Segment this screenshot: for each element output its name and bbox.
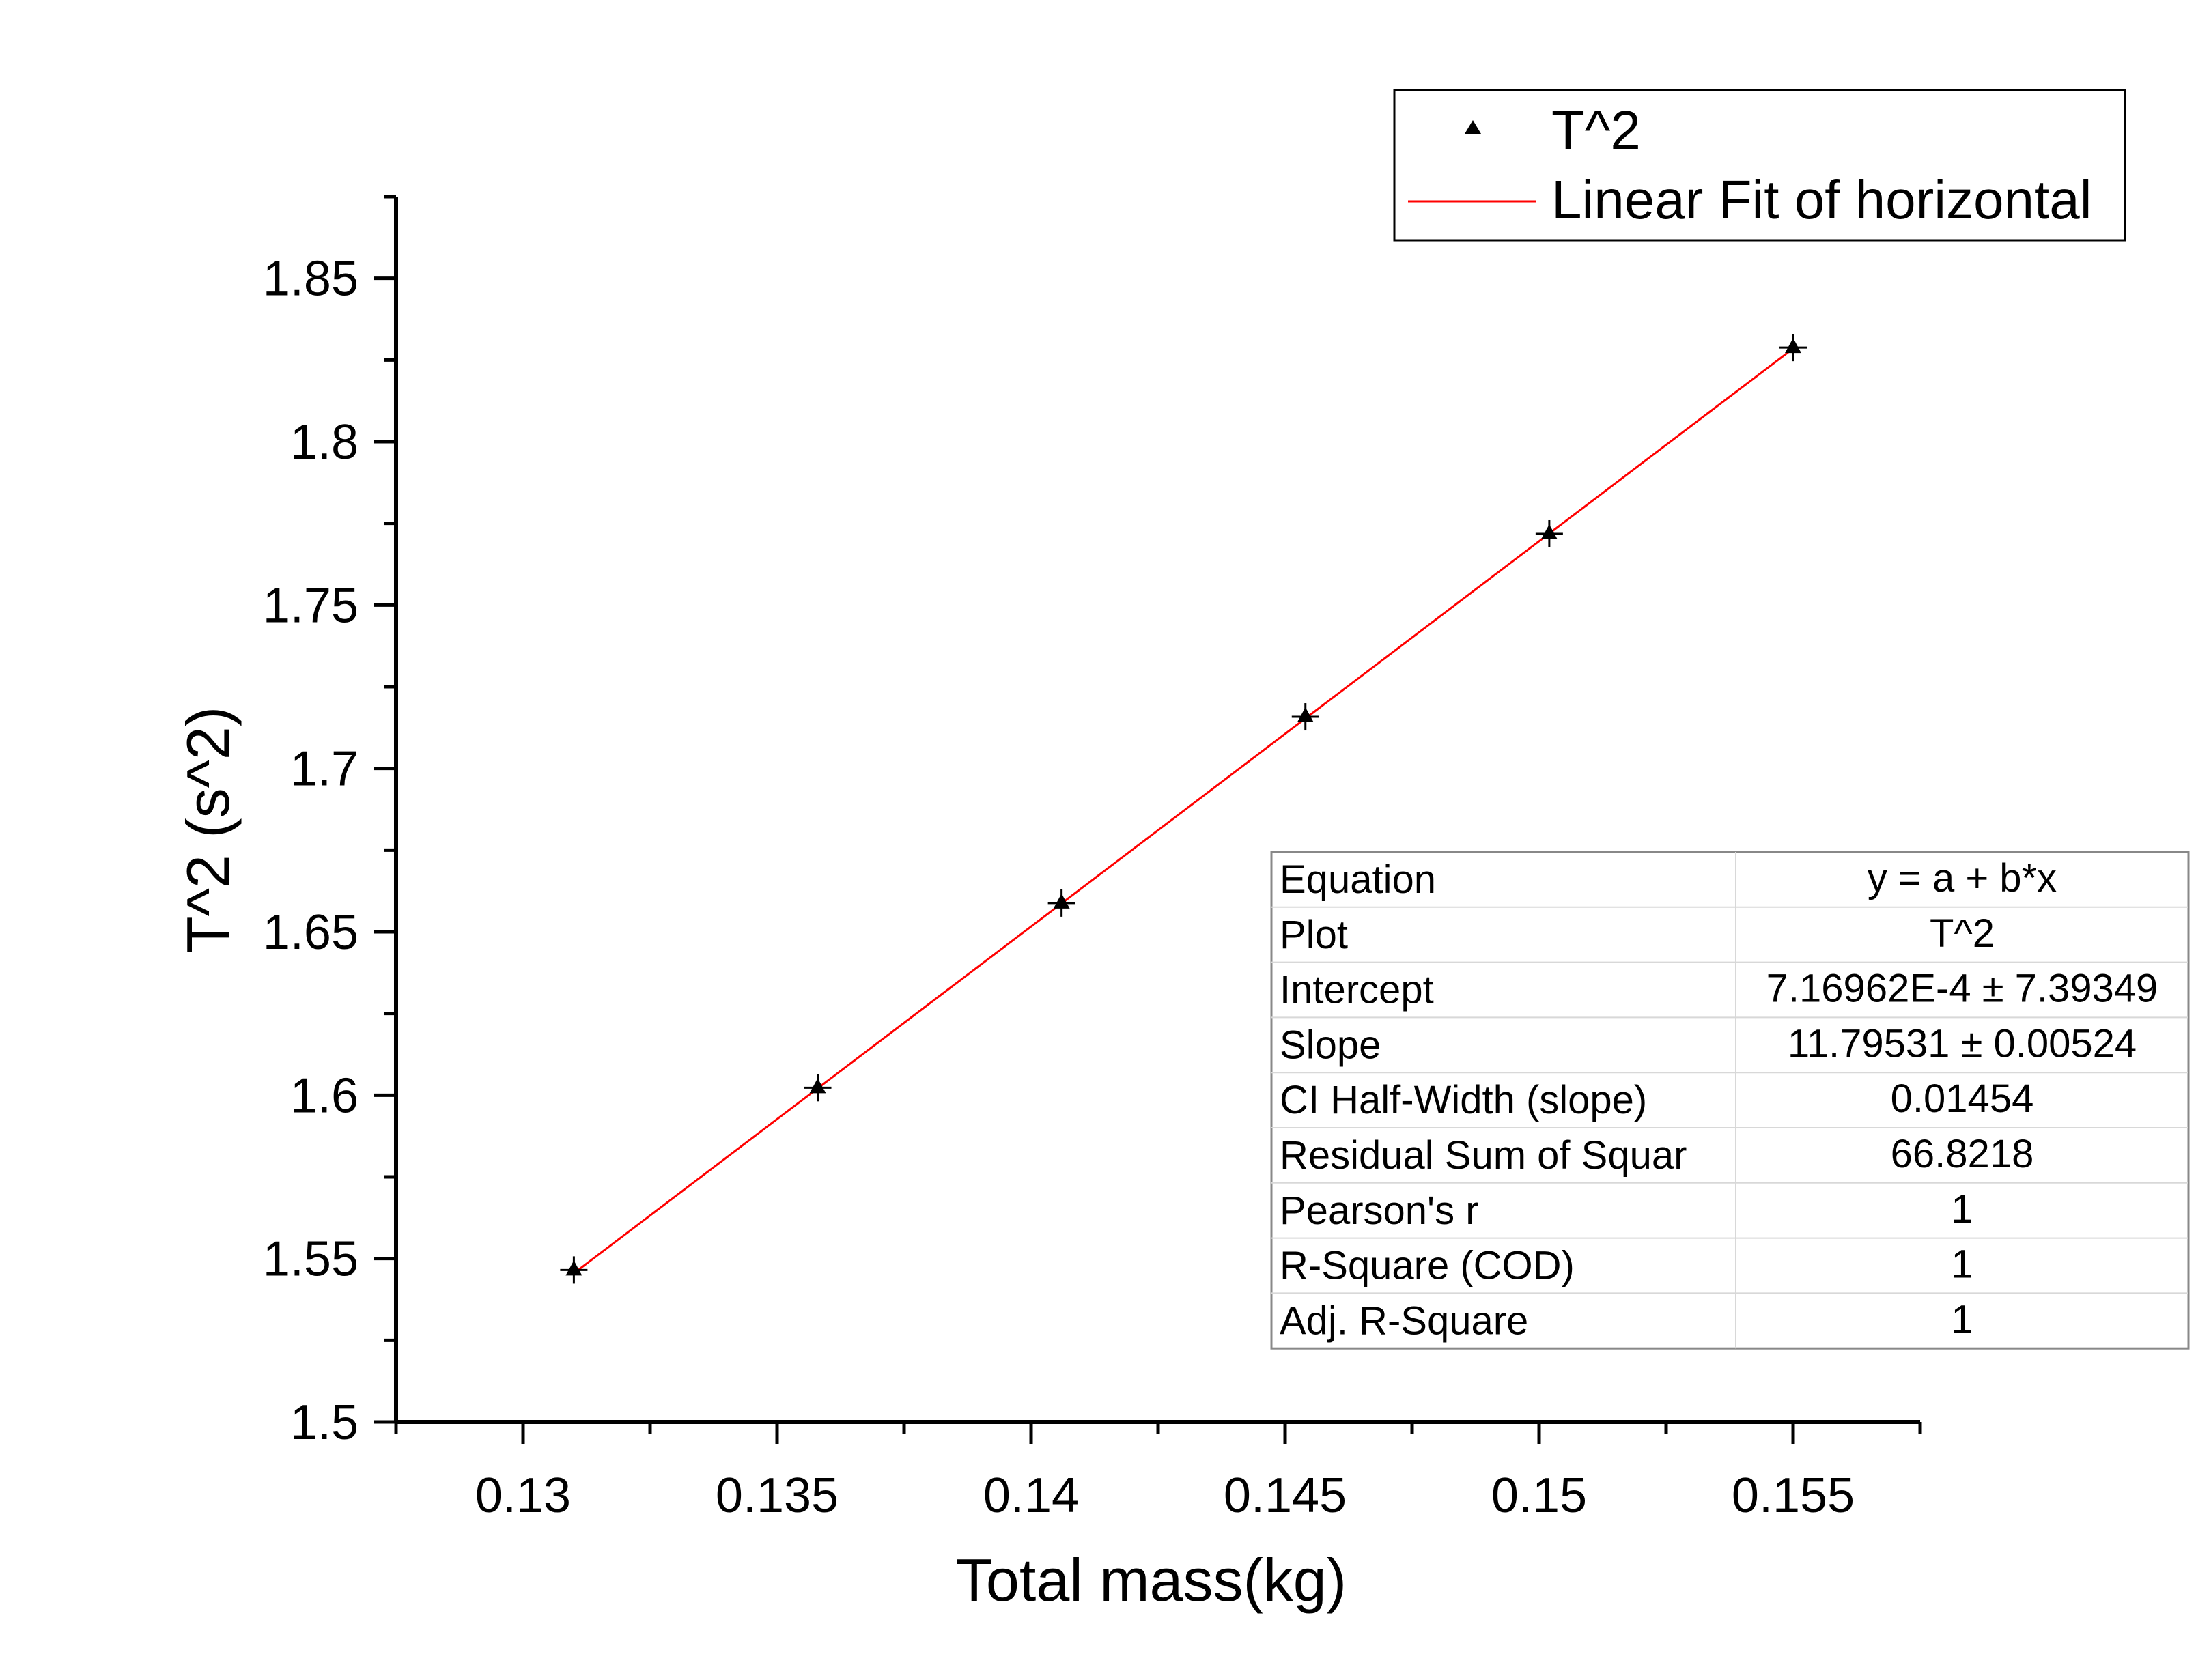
fit-table-row: Intercept 7.16962E-4 ± 7.39349 [1271, 961, 2188, 1012]
fit-table-label: Plot [1280, 913, 1348, 957]
fit-table-value: 11.79531 ± 0.00524 [1788, 1021, 2137, 1066]
fit-table-row: Plot T^2 [1271, 906, 2188, 957]
fit-table-label: Intercept [1280, 968, 1434, 1012]
y-tick-label: 1.75 [263, 578, 358, 633]
fit-table-value: 66.8218 [1891, 1132, 2034, 1176]
data-point [1291, 703, 1319, 731]
x-tick-label: 0.13 [475, 1468, 571, 1523]
fit-table-row: CI Half-Width (slope) 0.01454 [1271, 1072, 2188, 1122]
legend-box [1393, 89, 2126, 242]
fit-table-row: Pearson's r 1 [1271, 1182, 2188, 1233]
fit-table-label: Pearson's r [1280, 1188, 1479, 1233]
x-tick-label: 0.135 [716, 1468, 839, 1523]
data-point [804, 1074, 832, 1102]
fit-table-row: Residual Sum of Squar 66.8218 [1271, 1127, 2188, 1178]
y-tick-label: 1.85 [263, 252, 358, 307]
data-point [560, 1256, 588, 1284]
fit-table-row: Adj. R-Square 1 [1271, 1292, 2188, 1343]
x-axis-title: Total mass(kg) [956, 1546, 1347, 1614]
fit-table-row: R-Square (COD) 1 [1271, 1237, 2188, 1288]
y-tick-label: 1.7 [290, 742, 358, 797]
x-tick-label: 0.145 [1224, 1468, 1347, 1523]
y-tick-label: 1.6 [290, 1068, 358, 1123]
fit-stats-table: Equation y = a + b*x Plot T^2 Intercept 7.169… [1270, 851, 2190, 1350]
x-tick-label: 0.14 [983, 1468, 1079, 1523]
fit-table-label: Adj. R-Square [1280, 1298, 1528, 1343]
legend-marker-triangle [1465, 120, 1481, 134]
fit-table-label: R-Square (COD) [1280, 1244, 1575, 1288]
legend-label-scatter: T^2 [1551, 100, 1641, 160]
y-axis-title: T^2 (s^2) [174, 707, 242, 953]
legend: T^2 Linear Fit of horizontal [1393, 89, 2126, 242]
fit-table-row: Slope 11.79531 ± 0.00524 [1271, 1016, 2188, 1067]
fit-table-label: Equation [1280, 857, 1436, 902]
fit-table-row: Equation y = a + b*x [1280, 856, 2057, 902]
y-tick-label: 1.65 [263, 905, 358, 960]
x-tick-label: 0.15 [1491, 1468, 1587, 1523]
fit-table-label: CI Half-Width (slope) [1280, 1078, 1647, 1122]
fit-table-value: 0.01454 [1891, 1077, 2034, 1121]
y-tick-label: 1.5 [290, 1395, 358, 1450]
data-point [1779, 334, 1807, 362]
y-tick-label: 1.8 [290, 415, 358, 470]
plot-area [560, 334, 1807, 1284]
fit-table-value: 1 [1951, 1242, 1973, 1287]
y-tick-label: 1.55 [263, 1232, 358, 1287]
fit-table-value: 1 [1951, 1187, 1973, 1231]
fit-table-frame [1270, 851, 2190, 1350]
fit-table-value: 1 [1951, 1297, 1973, 1341]
fit-table-label: Residual Sum of Squar [1280, 1133, 1687, 1178]
legend-label-fit: Linear Fit of horizontal [1551, 169, 2092, 230]
fit-table-label: Slope [1280, 1023, 1381, 1067]
x-tick-label: 0.155 [1732, 1468, 1855, 1523]
x-axis: 0.13 0.135 0.14 0.145 0.15 0.155 [394, 1420, 1922, 1523]
data-point [1047, 889, 1075, 917]
fit-line [573, 347, 1794, 1275]
y-axis: 1.5 1.55 1.6 1.65 1.7 1.75 1.8 1.85 [263, 195, 398, 1450]
fit-table-value: 7.16962E-4 ± 7.39349 [1766, 967, 2158, 1011]
fit-table-value: T^2 [1930, 911, 1995, 956]
data-point [1535, 519, 1563, 547]
fit-table-value: y = a + b*x [1868, 856, 2057, 900]
